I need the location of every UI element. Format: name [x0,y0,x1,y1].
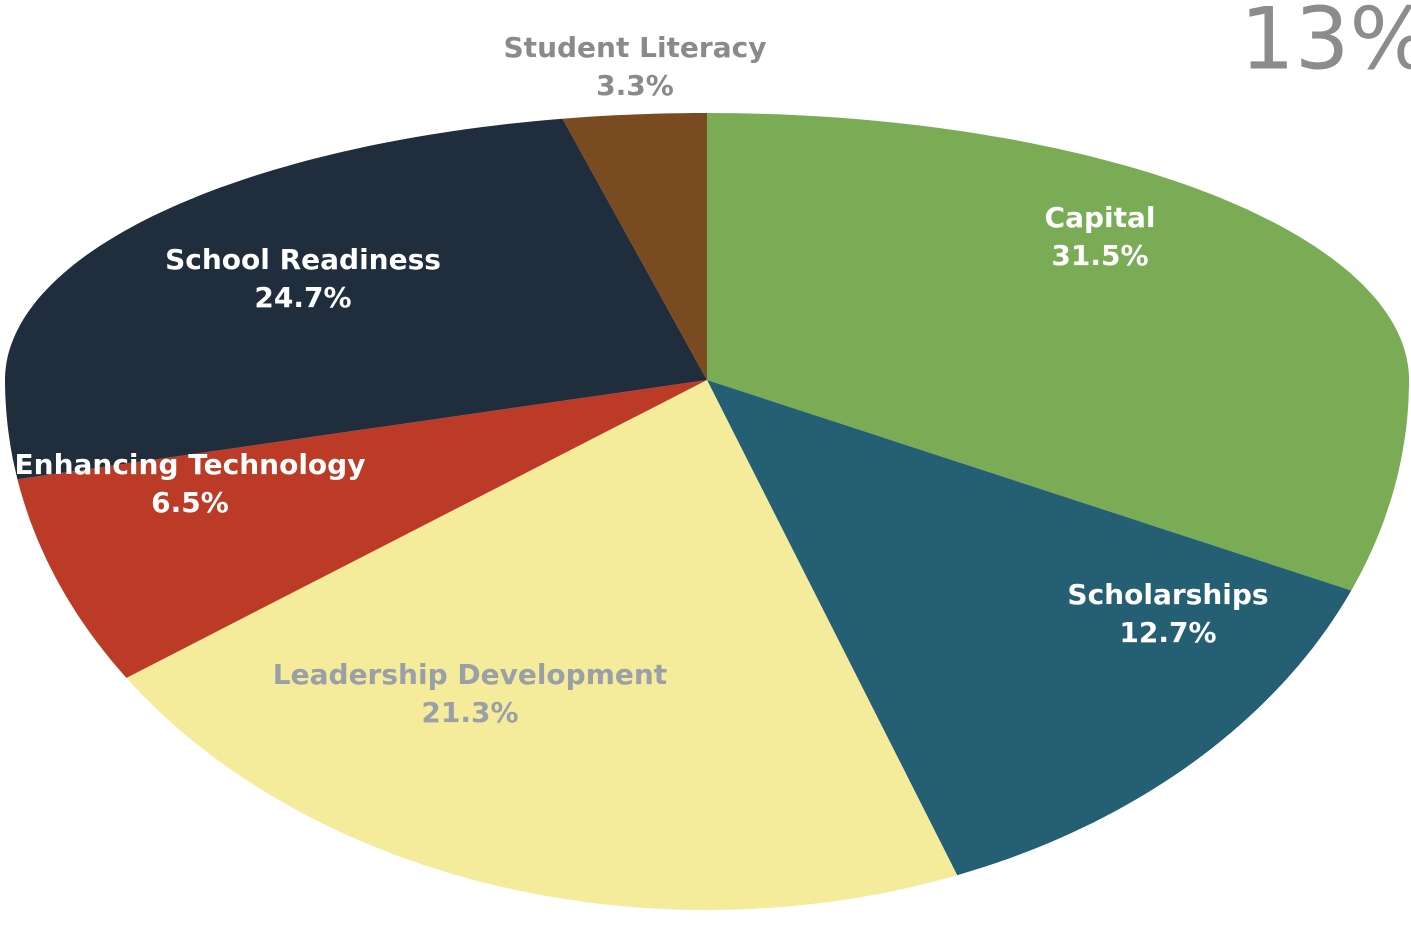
slice-label: School Readiness [165,243,441,276]
slice-value: 21.3% [421,696,518,729]
slice-value: 3.3% [596,69,674,102]
annotation: 13% [1240,0,1411,89]
pie-slice [707,380,1352,876]
pie-slice [707,113,1409,591]
slice-label: Enhancing Technology [15,448,366,481]
slice-label: Leadership Development [273,658,667,691]
slice-label: Scholarships [1067,578,1268,611]
slice-value: 12.7% [1119,616,1216,649]
pie-slice [17,380,707,678]
slice-value: 6.5% [151,486,229,519]
slice-value: 24.7% [254,281,351,314]
pie-slice [562,113,707,380]
slice-label: Student Literacy [504,31,767,64]
pie-slice [5,118,707,480]
slice-value: 31.5% [1051,239,1148,272]
pie-slice [126,380,958,910]
slice-label: Capital [1045,201,1156,234]
